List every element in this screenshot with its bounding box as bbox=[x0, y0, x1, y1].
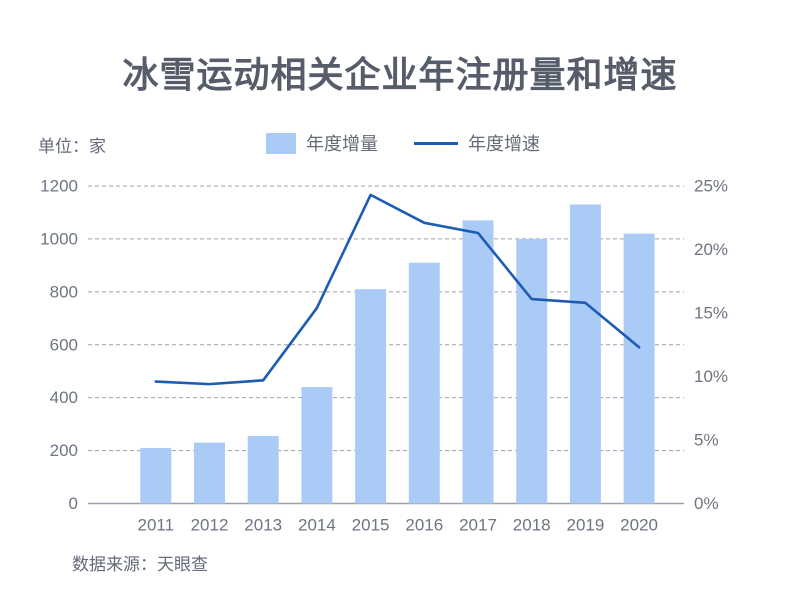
growth-rate-line bbox=[154, 193, 641, 386]
left-axis-tick: 1200 bbox=[40, 177, 78, 196]
legend-line-label: 年度增速 bbox=[468, 134, 540, 154]
bar-2017 bbox=[462, 220, 494, 504]
legend-bar-label: 年度增量 bbox=[306, 134, 378, 154]
left-axis-tick: 600 bbox=[50, 335, 78, 354]
x-axis-label: 2013 bbox=[244, 516, 282, 535]
chart-canvas: 0 200 400 600 800 1000 1200 0% 5% 10% 15% 20% 25% 201… bbox=[40, 177, 728, 535]
right-axis-tick: 5% bbox=[694, 431, 719, 450]
bar-2014 bbox=[301, 387, 333, 504]
right-axis-tick: 25% bbox=[694, 177, 728, 196]
bar-2012 bbox=[194, 442, 225, 504]
x-axis-label: 2011 bbox=[138, 516, 175, 535]
legend: 年度增量 年度增速 bbox=[266, 130, 540, 156]
right-axis-tick: 10% bbox=[694, 367, 728, 386]
bar-2013 bbox=[247, 436, 279, 504]
page-title: 冰雪运动相关企业年注册量和增速 bbox=[122, 54, 678, 95]
legend-line-swatch-icon bbox=[414, 141, 458, 145]
legend-bar-swatch-icon bbox=[266, 132, 296, 154]
x-axis-label: 2020 bbox=[620, 516, 658, 535]
left-axis-tick: 400 bbox=[50, 388, 78, 407]
x-axis-label: 2014 bbox=[298, 516, 336, 535]
x-axis-label: 2018 bbox=[513, 516, 551, 535]
x-axis-label: 2016 bbox=[405, 516, 443, 535]
bar-2016 bbox=[408, 262, 440, 504]
x-axis-label: 2019 bbox=[566, 516, 604, 535]
bar-2011 bbox=[140, 447, 172, 504]
unit-label: 单位：家 bbox=[38, 137, 106, 156]
left-axis-tick: 200 bbox=[50, 441, 78, 460]
right-axis-tick: 0% bbox=[694, 494, 719, 513]
left-axis-tick: 1000 bbox=[40, 229, 78, 248]
bar-2019 bbox=[569, 204, 601, 504]
data-source-note: 数据来源：天眼查 bbox=[72, 555, 208, 574]
bar-2015 bbox=[355, 289, 387, 504]
bar-2018 bbox=[516, 238, 548, 504]
right-axis-tick: 20% bbox=[694, 240, 728, 259]
left-axis-tick: 800 bbox=[50, 282, 78, 301]
x-axis-label: 2015 bbox=[352, 516, 390, 535]
x-axis-label: 2012 bbox=[191, 516, 229, 535]
x-axis-label: 2017 bbox=[459, 516, 497, 535]
left-axis-tick: 0 bbox=[69, 494, 78, 513]
bar-2020 bbox=[623, 233, 655, 504]
right-axis-tick: 15% bbox=[694, 304, 728, 323]
